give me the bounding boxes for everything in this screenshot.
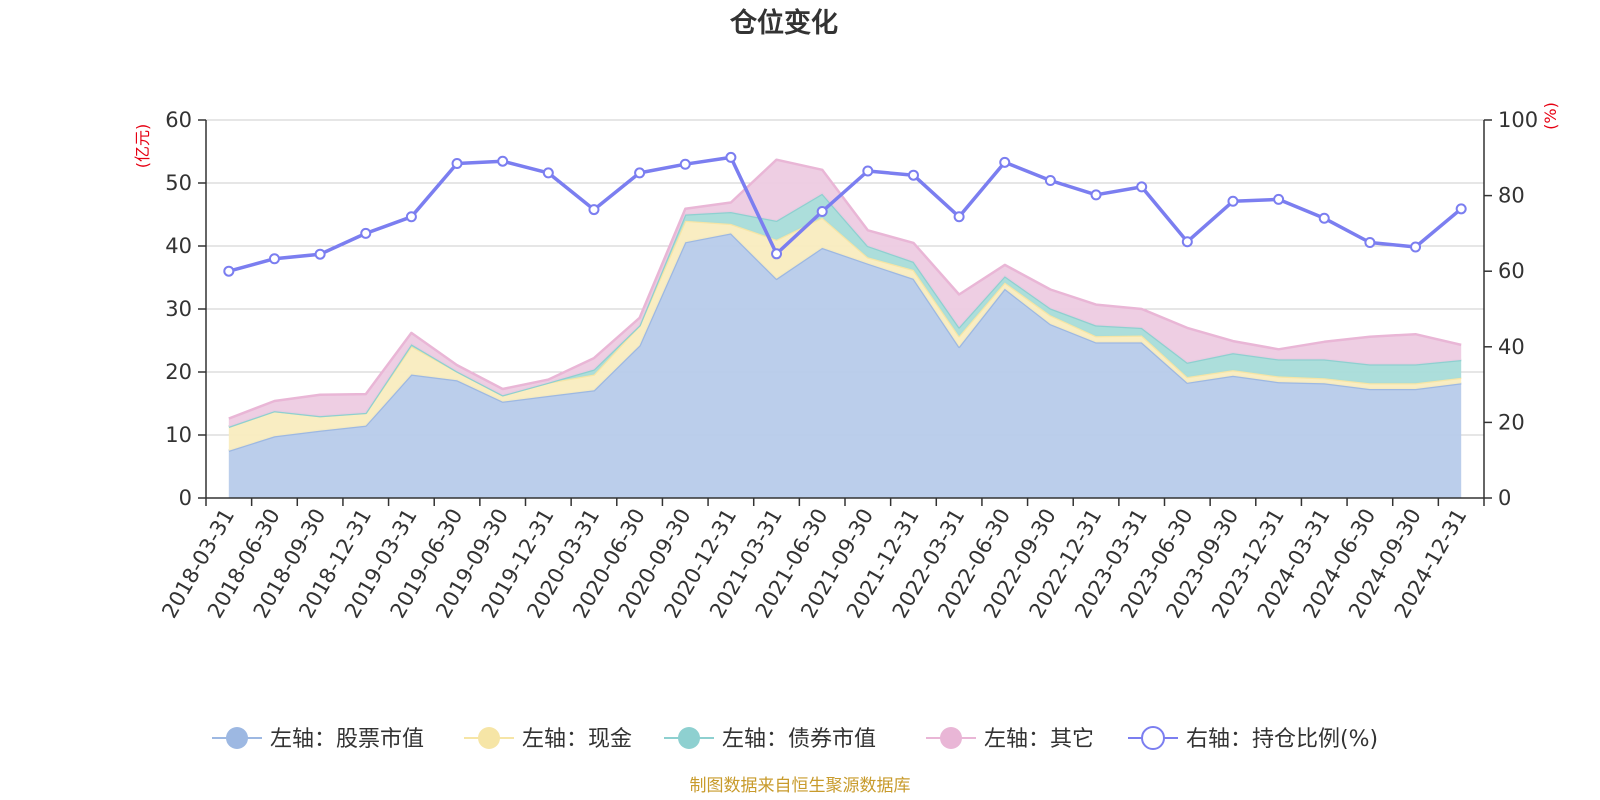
ratio-point <box>1455 203 1467 215</box>
ratio-point <box>816 205 828 217</box>
right-axis-tick-label: 60 <box>1498 259 1525 283</box>
chart-title: 仓位变化 <box>729 7 838 39</box>
ratio-point <box>771 248 783 260</box>
area-series-2 <box>228 217 1462 451</box>
legend-item[interactable]: 左轴：其它 <box>926 727 1094 752</box>
ratio-point <box>1136 181 1148 193</box>
ratio-line-path <box>228 155 1463 273</box>
source-note: 制图数据来自恒生聚源数据库 <box>690 776 911 796</box>
legend-label: 左轴：债券市值 <box>722 727 876 752</box>
ratio-point <box>268 253 280 265</box>
legend-item[interactable]: 左轴：股票市值 <box>212 727 424 752</box>
ratio-point <box>907 169 919 181</box>
ratio-point <box>1181 236 1193 248</box>
left-axis-tick-label: 40 <box>165 234 192 258</box>
ratio-point <box>999 156 1011 168</box>
legend-label: 左轴：现金 <box>522 727 632 752</box>
ratio-point <box>497 155 509 167</box>
left-axis-tick-label: 60 <box>165 108 192 132</box>
legend-swatch-marker <box>226 727 248 749</box>
ratio-point <box>862 165 874 177</box>
ratio-point <box>1318 212 1330 224</box>
ratio-point <box>588 204 600 216</box>
ratio-point <box>679 158 691 170</box>
ratio-point <box>360 227 372 239</box>
right-axis-tick-label: 20 <box>1498 410 1525 434</box>
legend-swatch-marker <box>678 727 700 749</box>
legend-item[interactable]: 左轴：债券市值 <box>664 727 876 752</box>
ratio-point <box>953 211 965 223</box>
right-axis-tick-label: 80 <box>1498 184 1525 208</box>
right-axis-tick-label: 0 <box>1498 486 1511 510</box>
legend-item[interactable]: 左轴：现金 <box>464 727 632 752</box>
ratio-point <box>1227 195 1239 207</box>
ratio-point <box>405 211 417 223</box>
ratio-point <box>1273 193 1285 205</box>
ratio-point <box>542 167 554 179</box>
ratio-point <box>451 157 463 169</box>
right-axis-tick-label: 100 <box>1498 108 1538 132</box>
ratio-point <box>223 265 235 277</box>
ratio-point <box>634 167 646 179</box>
stacked-areas <box>228 158 1462 498</box>
area-series-4 <box>228 159 1462 427</box>
ratio-point <box>1044 174 1056 186</box>
legend-swatch-marker <box>1141 726 1165 750</box>
legend-label: 左轴：其它 <box>984 727 1094 752</box>
right-axis-unit: (%) <box>1541 102 1560 130</box>
ratio-point <box>1090 189 1102 201</box>
ratio-point <box>1410 241 1422 253</box>
legend-item[interactable]: 右轴：持仓比例(%) <box>1128 726 1378 752</box>
left-axis-tick-label: 50 <box>165 171 192 195</box>
position-ratio-line <box>223 151 1467 277</box>
area-series-1 <box>228 233 1462 498</box>
left-axis-unit: (亿元) <box>133 124 152 169</box>
legend-label: 左轴：股票市值 <box>270 727 424 752</box>
left-axis-tick-label: 30 <box>165 297 192 321</box>
ratio-point <box>314 248 326 260</box>
legend-swatch-marker <box>478 727 500 749</box>
ratio-point <box>1364 236 1376 248</box>
ratio-point <box>725 151 737 163</box>
left-axis-tick-label: 0 <box>179 486 192 510</box>
legend-label: 右轴：持仓比例(%) <box>1186 727 1378 752</box>
left-axis-tick-label: 20 <box>165 360 192 384</box>
legend-swatch-marker <box>940 727 962 749</box>
left-axis-tick-label: 10 <box>165 423 192 447</box>
area-edge-series-4 <box>228 158 1462 420</box>
legend[interactable]: 左轴：股票市值 左轴：现金 左轴：债券市值 左轴：其它 右轴：持仓比例(%) <box>212 726 1378 752</box>
right-axis-tick-label: 40 <box>1498 335 1525 359</box>
